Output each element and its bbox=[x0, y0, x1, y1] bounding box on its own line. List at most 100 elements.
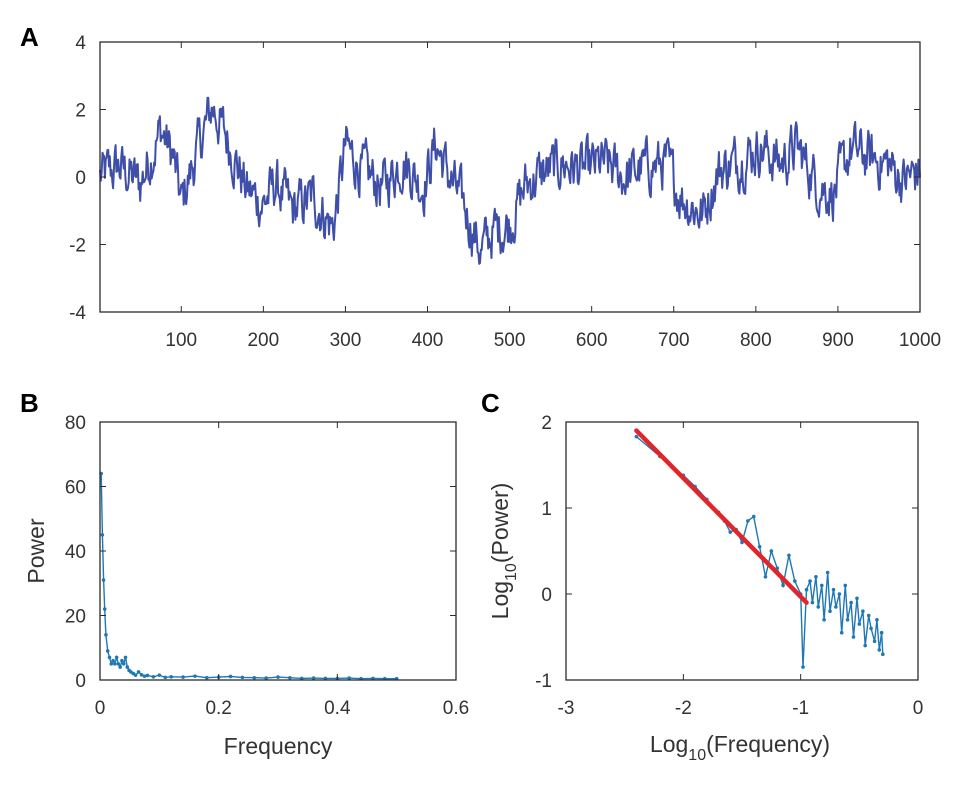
panel-c-point bbox=[879, 630, 884, 635]
panel-b-point bbox=[371, 676, 375, 681]
panel-c-ytick-label: -1 bbox=[535, 671, 552, 692]
panel-c-point bbox=[746, 519, 750, 523]
panel-b-point bbox=[205, 675, 209, 680]
panel-b-xtick-label: 0 bbox=[95, 698, 106, 719]
panel-b-point bbox=[228, 674, 233, 679]
panel-c-xlabel-base: Log bbox=[650, 731, 688, 757]
panel-c-point bbox=[751, 514, 756, 519]
panel-a-xtick-label: 800 bbox=[740, 330, 772, 351]
panel-c-ytick-label: 2 bbox=[541, 413, 552, 434]
panel-b-point bbox=[104, 633, 108, 637]
panel-a-xtick-label: 600 bbox=[576, 330, 608, 351]
panel-b-xtick-label: 0.4 bbox=[324, 698, 351, 719]
panel-b-point bbox=[142, 674, 147, 678]
panel-c-point bbox=[728, 530, 733, 534]
panel-a-ytick-label: -2 bbox=[69, 236, 86, 257]
panel-b-point bbox=[133, 673, 138, 677]
panel-c-point bbox=[787, 553, 791, 558]
panel-b-point bbox=[125, 665, 130, 669]
panel-c-point bbox=[839, 630, 844, 635]
panel-b-chart: 0 0.2 0.4 0.6 0 20 40 60 80 Frequency Power bbox=[23, 413, 469, 759]
panel-c-axes-frame bbox=[565, 421, 919, 681]
panel-a-plot-area bbox=[99, 96, 921, 265]
panel-b-point bbox=[120, 658, 124, 663]
panel-c-ticks: -3 -2 -1 0 -1 0 1 2 bbox=[535, 413, 923, 719]
panel-b-ytick-label: 40 bbox=[65, 542, 86, 563]
panel-c-ytick-label: 0 bbox=[541, 585, 552, 606]
panel-letter-a: A bbox=[20, 22, 39, 52]
panel-b-ytick-label: 0 bbox=[75, 671, 86, 692]
panel-a-ytick-label: 2 bbox=[75, 101, 86, 122]
panel-b-point bbox=[163, 675, 168, 680]
panel-c-ylabel: Log10(Power) bbox=[487, 483, 520, 620]
panel-c-point bbox=[869, 626, 873, 631]
panel-c-point bbox=[843, 583, 848, 588]
panel-a-series-line bbox=[99, 96, 921, 265]
panel-b-ticks: 0 0.2 0.4 0.6 0 20 40 60 80 bbox=[65, 413, 469, 719]
panel-b-plot-area bbox=[99, 471, 399, 681]
panel-c-point bbox=[866, 613, 871, 618]
panel-letter-b: B bbox=[20, 388, 39, 418]
panel-a-ytick-label: -4 bbox=[69, 303, 86, 324]
panel-b-point bbox=[107, 655, 112, 660]
panel-c-xtick-label: -2 bbox=[675, 698, 692, 719]
panel-c-point bbox=[769, 549, 774, 553]
panel-c-point bbox=[849, 600, 853, 605]
panel-c-point bbox=[857, 622, 862, 626]
panel-b-ylabel: Power bbox=[23, 518, 49, 584]
panel-b-xlabel: Frequency bbox=[224, 733, 333, 759]
panel-b-axes-frame bbox=[99, 421, 457, 681]
panel-c-point bbox=[763, 575, 768, 579]
panel-b-point bbox=[102, 607, 107, 611]
panel-a-ytick-label: 4 bbox=[75, 33, 86, 54]
panel-c-point bbox=[822, 618, 826, 622]
panel-a-ytick-label: 0 bbox=[75, 168, 86, 189]
panel-c-point bbox=[881, 652, 885, 656]
panel-c-point bbox=[851, 635, 856, 639]
panel-c-point bbox=[872, 639, 877, 644]
panel-b-point bbox=[101, 578, 106, 582]
panel-c-point bbox=[863, 643, 867, 648]
panel-c-point bbox=[875, 618, 879, 622]
panel-c-xtick-label: -3 bbox=[558, 698, 575, 719]
panel-a-chart: 100 200 300 400 500 600 700 800 900 1000 -4 -2 0 2 4 bbox=[69, 33, 941, 351]
panel-c-point bbox=[825, 570, 830, 575]
panel-c-plot-area bbox=[634, 428, 885, 669]
panel-c-point bbox=[831, 587, 836, 592]
panel-a-xtick-label: 1000 bbox=[899, 330, 941, 351]
panel-c-point bbox=[757, 544, 762, 549]
panel-b-point bbox=[100, 533, 105, 537]
panel-b-series-line bbox=[100, 473, 397, 680]
panel-c-point bbox=[855, 596, 859, 601]
panel-a-xtick-label: 100 bbox=[165, 330, 197, 351]
panel-b-point bbox=[347, 676, 352, 680]
panel-b-point bbox=[114, 655, 119, 660]
panel-b-point bbox=[109, 662, 114, 666]
panel-b-ytick-label: 20 bbox=[65, 607, 86, 628]
panel-b-point bbox=[105, 649, 110, 653]
panel-c-xtick-label: 0 bbox=[913, 698, 924, 719]
panel-b-point bbox=[157, 673, 162, 677]
panel-c-ylabel-sub: 10 bbox=[503, 563, 520, 581]
panel-c-xtick-label: -1 bbox=[792, 698, 809, 719]
panel-b-xtick-label: 0.6 bbox=[443, 698, 469, 719]
panel-b-point bbox=[111, 658, 115, 663]
panel-c-point bbox=[816, 605, 821, 609]
panel-b-point bbox=[118, 665, 122, 669]
panel-c-point bbox=[634, 434, 639, 439]
panel-c-fit-line bbox=[634, 428, 809, 605]
panel-b-point bbox=[240, 675, 245, 680]
panel-a-ticks: 100 200 300 400 500 600 700 800 900 1000 -4 -2 0 2 4 bbox=[69, 33, 941, 351]
panel-c-point bbox=[810, 600, 815, 605]
panel-c-xlabel-sub: 10 bbox=[688, 747, 706, 764]
panel-b-point bbox=[123, 655, 128, 660]
panel-b-point bbox=[323, 676, 328, 681]
panel-c-point bbox=[861, 609, 865, 613]
panel-a-xtick-label: 200 bbox=[247, 330, 279, 351]
panel-c-xlabel-rest: (Frequency) bbox=[706, 731, 830, 757]
panel-c-point bbox=[804, 587, 809, 592]
panel-c-point bbox=[814, 575, 818, 579]
panel-c-xlabel: Log10(Frequency) bbox=[650, 731, 830, 764]
